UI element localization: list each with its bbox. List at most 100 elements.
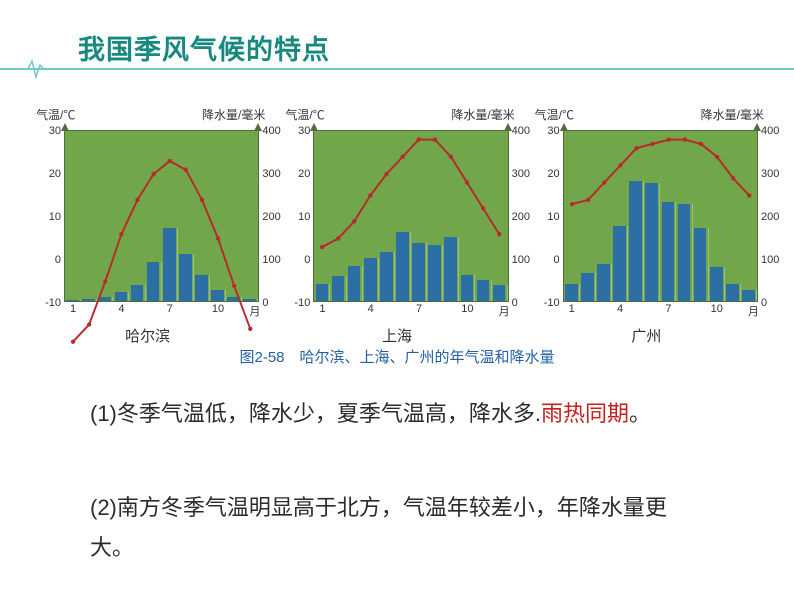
precip-bar [364, 258, 377, 301]
precip-bar [742, 290, 755, 301]
month-unit: 月 [499, 303, 510, 319]
heartbeat-icon [14, 58, 74, 80]
temp-tick: 0 [55, 254, 61, 266]
precip-tick: 400 [761, 125, 779, 137]
temp-tick: -10 [544, 297, 560, 309]
temp-tick: 20 [547, 168, 559, 180]
temp-tick: -10 [45, 297, 61, 309]
precip-bar [211, 290, 224, 301]
precip-bar [710, 267, 723, 301]
temp-axis-label: 气温/℃ [535, 106, 574, 123]
p1-red: 雨热同期 [541, 401, 629, 426]
precip-bar [428, 245, 441, 301]
plot-area: -100102030010020030040014710月 [313, 130, 508, 302]
climate-chart: 气温/℃降水量/毫米-100102030010020030040014710月广… [529, 106, 764, 348]
temp-tick: 20 [298, 168, 310, 180]
precip-bar [316, 284, 329, 301]
temp-tick: 0 [304, 254, 310, 266]
month-tick: 7 [665, 303, 671, 315]
precip-axis-label: 降水量/毫米 [202, 106, 265, 123]
precip-bar [163, 228, 176, 301]
temp-tick: 30 [547, 125, 559, 137]
precip-bar [694, 228, 707, 301]
precip-bar [581, 273, 594, 301]
month-tick: 10 [711, 303, 723, 315]
precip-bar [597, 264, 610, 301]
month-tick: 1 [569, 303, 575, 315]
precip-tick: 200 [761, 211, 779, 223]
temp-tick: 10 [298, 211, 310, 223]
precip-bar [227, 297, 240, 301]
axis-arrow-icon [61, 123, 69, 131]
month-tick: 7 [167, 303, 173, 315]
axis-arrow-icon [310, 123, 318, 131]
precip-bar [645, 183, 658, 301]
precip-bars [564, 131, 757, 301]
temp-axis-label: 气温/℃ [36, 106, 75, 123]
precip-axis-label: 降水量/毫米 [451, 106, 514, 123]
axis-arrow-icon [560, 123, 568, 131]
precip-bar [98, 297, 111, 301]
precip-bar [195, 275, 208, 301]
plot-area: -100102030010020030040014710月 [64, 130, 259, 302]
temp-tick: 30 [298, 125, 310, 137]
p1-text: (1)冬季气温低，降水少，夏季气温高，降水多. [90, 401, 541, 426]
precip-bar [332, 276, 345, 301]
climate-chart: 气温/℃降水量/毫米-100102030010020030040014710月上… [279, 106, 514, 348]
month-tick: 1 [319, 303, 325, 315]
precip-bar [412, 243, 425, 301]
axis-arrow-icon [254, 123, 262, 131]
precip-tick: 100 [761, 254, 779, 266]
axis-arrow-icon [753, 123, 761, 131]
precip-tick: 100 [512, 254, 530, 266]
plot-area: -100102030010020030040014710月 [563, 130, 758, 302]
precip-bar [147, 262, 160, 301]
body-paragraph-1: (1)冬季气温低，降水少，夏季气温高，降水多.雨热同期。 [90, 394, 690, 434]
precip-tick: 300 [512, 168, 530, 180]
month-tick: 10 [212, 303, 224, 315]
precip-bar [493, 285, 506, 301]
precip-bar [115, 292, 128, 301]
precip-bar [179, 254, 192, 301]
precip-bar [243, 299, 256, 301]
precip-bar [565, 284, 578, 301]
precip-tick: 0 [761, 297, 767, 309]
temp-tick: 20 [49, 168, 61, 180]
precip-bar [82, 299, 95, 301]
precip-bar [66, 300, 79, 301]
header-divider [0, 68, 794, 70]
p1-suffix: 。 [629, 401, 651, 426]
temp-tick: 10 [547, 211, 559, 223]
body-paragraph-2: (2)南方冬季气温明显高于北方，气温年较差小，年降水量更大。 [90, 488, 690, 567]
precip-bar [662, 202, 675, 301]
precip-bar [380, 252, 393, 301]
precip-tick: 0 [262, 297, 268, 309]
month-tick: 1 [70, 303, 76, 315]
precip-tick: 400 [512, 125, 530, 137]
precip-bar [613, 226, 626, 301]
precip-bars [65, 131, 258, 301]
precip-bar [348, 266, 361, 301]
precip-bars [314, 131, 507, 301]
precip-tick: 400 [262, 125, 280, 137]
month-tick: 7 [416, 303, 422, 315]
temp-axis-label: 气温/℃ [285, 106, 324, 123]
temp-tick: -10 [294, 297, 310, 309]
figure-caption: 图2-58 哈尔滨、上海、广州的年气温和降水量 [0, 346, 794, 367]
precip-tick: 200 [262, 211, 280, 223]
month-tick: 4 [118, 303, 124, 315]
city-label: 广州 [529, 325, 764, 346]
precip-tick: 100 [262, 254, 280, 266]
precip-bar [461, 275, 474, 301]
precip-bar [396, 232, 409, 301]
temp-tick: 10 [49, 211, 61, 223]
precip-tick: 200 [512, 211, 530, 223]
precip-bar [444, 237, 457, 302]
climate-chart: 气温/℃ 降水量/毫米 -100102030010020030040014710月哈… [30, 106, 265, 348]
precip-bar [629, 181, 642, 301]
month-tick: 10 [461, 303, 473, 315]
month-unit: 月 [748, 303, 759, 319]
axis-arrow-icon [504, 123, 512, 131]
precip-tick: 0 [512, 297, 518, 309]
city-label: 哈尔滨 [30, 325, 265, 346]
